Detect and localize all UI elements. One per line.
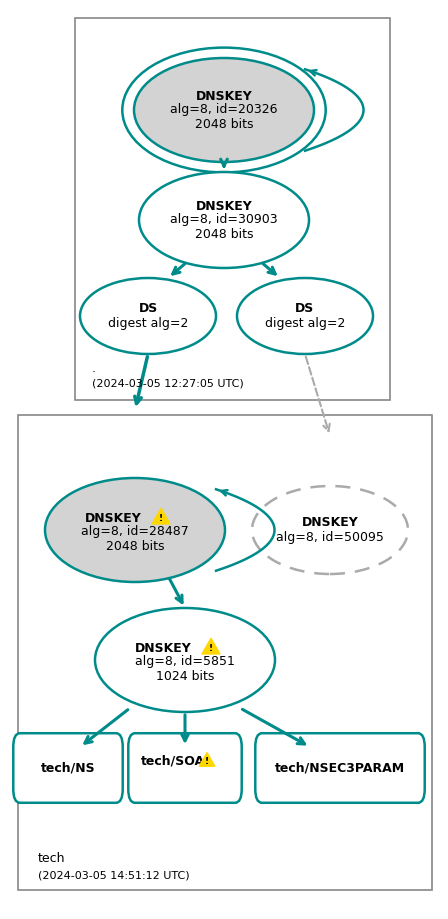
Text: 2048 bits: 2048 bits: [106, 539, 164, 552]
Text: DS: DS: [138, 302, 158, 315]
Text: tech/NSEC3PARAM: tech/NSEC3PARAM: [275, 762, 405, 775]
Ellipse shape: [80, 278, 216, 354]
Text: alg=8, id=5851: alg=8, id=5851: [135, 655, 235, 668]
FancyBboxPatch shape: [18, 415, 432, 890]
Text: DNSKEY: DNSKEY: [302, 516, 358, 529]
Text: !: !: [209, 644, 213, 653]
Text: alg=8, id=28487: alg=8, id=28487: [81, 526, 189, 539]
Text: DNSKEY: DNSKEY: [85, 512, 142, 525]
Text: alg=8, id=20326: alg=8, id=20326: [170, 104, 278, 117]
Ellipse shape: [139, 172, 309, 268]
Ellipse shape: [95, 608, 275, 712]
Text: digest alg=2: digest alg=2: [265, 316, 345, 330]
Text: (2024-03-05 14:51:12 UTC): (2024-03-05 14:51:12 UTC): [38, 871, 190, 881]
FancyBboxPatch shape: [75, 18, 390, 400]
Text: tech/NS: tech/NS: [41, 762, 95, 775]
Ellipse shape: [237, 278, 373, 354]
Text: DNSKEY: DNSKEY: [135, 641, 191, 654]
Text: .: .: [92, 361, 96, 375]
Text: tech: tech: [38, 852, 65, 865]
Polygon shape: [152, 508, 170, 524]
Text: !: !: [159, 515, 163, 523]
FancyBboxPatch shape: [13, 733, 123, 803]
Polygon shape: [202, 639, 220, 654]
Text: (2024-03-05 12:27:05 UTC): (2024-03-05 12:27:05 UTC): [92, 379, 244, 389]
Text: alg=8, id=30903: alg=8, id=30903: [170, 213, 278, 226]
Text: 2048 bits: 2048 bits: [195, 118, 253, 130]
Ellipse shape: [45, 478, 225, 582]
Text: DS: DS: [295, 302, 314, 315]
FancyBboxPatch shape: [255, 733, 425, 803]
Text: DNSKEY: DNSKEY: [196, 89, 252, 103]
Text: tech/SOA: tech/SOA: [141, 754, 205, 767]
Text: 1024 bits: 1024 bits: [156, 670, 214, 683]
Text: alg=8, id=50095: alg=8, id=50095: [276, 530, 384, 543]
Ellipse shape: [134, 58, 314, 162]
Text: !: !: [205, 757, 209, 766]
FancyBboxPatch shape: [128, 733, 242, 803]
Text: DNSKEY: DNSKEY: [196, 199, 252, 212]
Polygon shape: [199, 753, 215, 766]
Text: 2048 bits: 2048 bits: [195, 228, 253, 241]
Text: digest alg=2: digest alg=2: [108, 316, 188, 330]
Ellipse shape: [252, 486, 408, 574]
